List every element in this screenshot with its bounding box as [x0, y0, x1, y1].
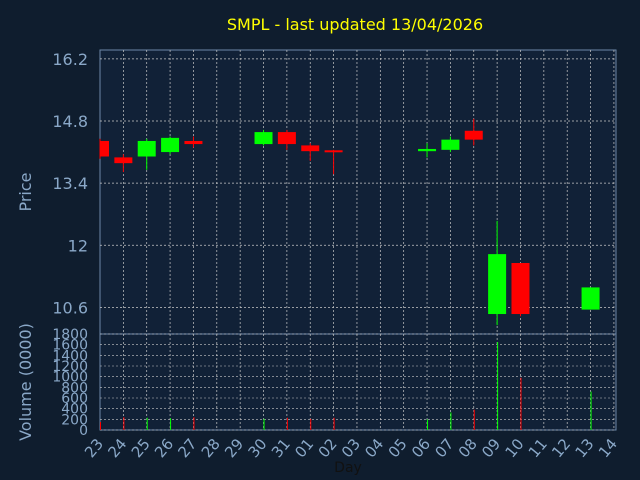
- candle-25: [137, 138, 156, 170]
- day-tick-label: 24: [104, 435, 130, 461]
- day-tick-label: 25: [128, 435, 154, 461]
- candle-body: [418, 148, 437, 152]
- price-axis-label: Price: [16, 172, 35, 211]
- candle-body: [184, 140, 203, 145]
- day-tick-label: 02: [315, 435, 341, 461]
- volume-grid: [100, 333, 616, 431]
- candle-body: [511, 263, 530, 315]
- day-axis-label: Day: [334, 460, 362, 476]
- volume-axis-label: Volume (0000): [16, 323, 35, 441]
- day-tick-label: 03: [338, 435, 364, 461]
- candle-body: [464, 130, 483, 140]
- volume-tick-label: 600: [61, 391, 88, 407]
- day-tick-label: 30: [245, 435, 271, 461]
- candle-body: [161, 137, 180, 153]
- price-plot-area: [99, 49, 617, 335]
- volume-tick-label: 1400: [52, 348, 88, 364]
- price-panel: 16.2 14.8 13.4 12 10.6 Price: [16, 49, 617, 335]
- candle-body: [277, 132, 296, 145]
- volume-tick-label: 1200: [52, 359, 88, 375]
- price-tick-label: 14.8: [52, 112, 88, 131]
- candle-body: [100, 140, 109, 157]
- candle-26: [161, 136, 180, 155]
- candle-09: [488, 220, 507, 326]
- price-y-ticks: 16.2 14.8 13.4 12 10.6: [52, 50, 88, 318]
- candle-02: [324, 149, 343, 175]
- candle-24: [114, 154, 133, 173]
- day-tick-label: 06: [408, 435, 434, 461]
- candlesticks: [99, 118, 600, 326]
- day-tick-label: 27: [174, 435, 200, 461]
- candle-06: [418, 143, 437, 158]
- day-tick-label: 12: [548, 435, 574, 461]
- day-tick-label: 28: [198, 435, 224, 461]
- candle-08: [464, 118, 483, 146]
- candle-23: [99, 138, 109, 159]
- candle-10: [511, 263, 530, 317]
- volume-tick-label: 0: [79, 423, 88, 439]
- volume-tick-label: 800: [61, 380, 88, 396]
- candle-body: [301, 145, 320, 152]
- volume-tick-label: 1000: [52, 370, 88, 386]
- price-grid: [100, 50, 616, 334]
- candle-07: [441, 136, 460, 153]
- day-tick-label: 13: [572, 435, 598, 461]
- day-tick-label: 14: [595, 435, 621, 461]
- day-tick-label: 01: [291, 435, 317, 461]
- candle-27: [184, 136, 203, 148]
- day-tick-label: 08: [455, 435, 481, 461]
- chart-title: SMPL - last updated 13/04/2026: [227, 15, 483, 34]
- candle-body: [441, 139, 460, 150]
- candle-body: [488, 254, 507, 315]
- day-tick-label: 10: [501, 435, 527, 461]
- price-tick-label: 13.4: [52, 174, 88, 193]
- candle-body: [114, 157, 133, 164]
- day-tick-label: 09: [478, 435, 504, 461]
- volume-tick-label: 1600: [52, 338, 88, 354]
- day-tick-label: 04: [361, 435, 387, 461]
- day-tick-label: 07: [431, 435, 457, 461]
- volume-tick-label: 200: [61, 412, 88, 428]
- candle-31: [277, 129, 296, 150]
- price-tick-label: 12: [68, 236, 88, 255]
- candle-30: [254, 129, 273, 146]
- volume-bars: [100, 342, 592, 430]
- day-tick-label: 26: [151, 435, 177, 461]
- candle-body: [581, 287, 600, 310]
- day-tick-label: 05: [385, 435, 411, 461]
- price-tick-label: 10.6: [52, 298, 88, 317]
- price-tick-label: 16.2: [52, 50, 88, 69]
- volume-tick-label: 400: [61, 402, 88, 418]
- day-tick-label: 31: [268, 435, 294, 461]
- day-tick-label: 29: [221, 435, 247, 461]
- volume-tick-label: 1800: [52, 327, 88, 343]
- candle-13: [581, 287, 600, 310]
- day-tick-label: 11: [525, 435, 551, 461]
- candle-body: [254, 132, 273, 145]
- candle-01: [301, 143, 320, 161]
- candle-body: [324, 150, 343, 153]
- candle-body: [137, 140, 156, 157]
- day-x-ticks: 2324252627282930310102030405060708091011…: [81, 435, 621, 461]
- volume-plot-area: [99, 333, 617, 431]
